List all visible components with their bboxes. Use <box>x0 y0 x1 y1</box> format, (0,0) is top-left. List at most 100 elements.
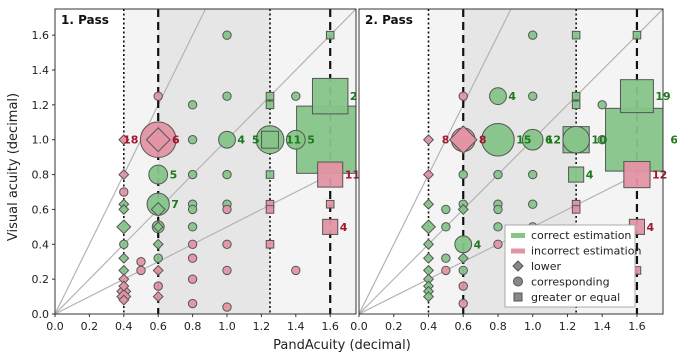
x-tick-label: 0.8 <box>184 320 202 333</box>
y-axis-label: Visual acuity (decimal) <box>6 93 21 241</box>
x-tick-label: 0.2 <box>385 320 403 333</box>
y-ticks: 0.0 0.2 0.4 0.6 0.8 1.0 1.2 1.4 1.6 <box>32 29 55 321</box>
count-label: 69 <box>670 134 677 147</box>
diagonal-line <box>359 9 512 314</box>
circle-marker <box>218 130 236 149</box>
count-label: 5 <box>252 134 260 147</box>
circle-marker <box>187 100 198 110</box>
count-label: 4 <box>647 221 655 234</box>
panel-title: 1. Pass <box>61 13 109 27</box>
plot-frame <box>358 8 664 315</box>
circle-marker <box>222 91 232 101</box>
x-tick-label: 1.2 <box>559 320 577 333</box>
diagonal-line <box>55 160 356 314</box>
circle-marker <box>187 222 198 232</box>
legend-label-lower: lower <box>531 260 562 273</box>
legend-label-correct: correct estimation <box>531 229 631 242</box>
diamond-marker <box>118 169 130 181</box>
count-label: 4 <box>340 221 348 234</box>
count-label: 4 <box>508 90 516 103</box>
circle-marker <box>187 169 198 180</box>
circle-marker <box>187 239 198 249</box>
circle-marker <box>285 129 306 150</box>
legend-circle-marker <box>513 276 523 287</box>
circle-marker <box>222 239 232 249</box>
x-ticks: 0.0 0.2 0.4 0.6 0.8 1.0 1.2 1.4 1.6 <box>46 314 339 333</box>
diamond-marker <box>422 134 435 146</box>
circle-marker <box>291 91 301 101</box>
y-tick-label: 1.2 <box>32 99 50 112</box>
diamond-marker <box>118 134 130 146</box>
diagonal-line <box>359 9 663 314</box>
square-marker <box>325 30 335 40</box>
square-marker <box>623 160 651 189</box>
circle-marker <box>441 204 451 215</box>
circle-marker <box>481 122 515 157</box>
circle-marker <box>597 100 607 110</box>
circle-marker <box>153 91 163 101</box>
x-tick-label: 0.4 <box>115 320 133 333</box>
legend-label-greater: greater or equal <box>531 291 620 304</box>
circle-marker <box>458 281 468 291</box>
diamond-marker <box>152 238 164 250</box>
circle-marker <box>148 164 169 185</box>
diamond-marker <box>420 219 437 235</box>
square-marker <box>311 77 349 115</box>
x-tick-label: 1.2 <box>253 320 271 333</box>
count-label: 11 <box>345 169 360 182</box>
square-marker <box>265 91 275 101</box>
legend-box <box>504 224 636 308</box>
square-marker <box>265 100 275 110</box>
diamond-marker <box>118 294 130 306</box>
circle-marker <box>493 222 503 232</box>
diamond-marker <box>457 252 469 264</box>
diagonal-line <box>55 9 356 314</box>
x-tick-label: 0.0 <box>46 320 64 333</box>
circle-marker <box>119 239 129 249</box>
count-label: 4 <box>586 169 594 182</box>
circle-marker <box>187 204 198 215</box>
legend: correct estimation incorrect estimation lo… <box>504 224 641 308</box>
circle-marker <box>489 87 507 106</box>
square-marker <box>265 240 275 249</box>
diamond-marker <box>152 291 164 303</box>
x-tick-label: 1.0 <box>218 320 236 333</box>
y-tick-label: 1.6 <box>32 29 50 42</box>
diamond-marker <box>422 169 435 181</box>
diamond-marker <box>116 219 132 235</box>
circle-marker <box>222 302 232 312</box>
square-marker <box>325 199 335 209</box>
square-marker <box>619 79 654 114</box>
circle-marker <box>458 91 468 101</box>
diamond-marker <box>422 252 435 264</box>
y-tick-label: 1.0 <box>32 134 50 147</box>
circle-marker <box>222 169 232 180</box>
shaded-band <box>158 9 270 314</box>
panel-1: 186574511522791141. Pass0.00.20.40.60.81… <box>32 8 381 333</box>
count-label: 18 <box>123 134 138 147</box>
circle-marker <box>493 204 503 215</box>
diagonal-line <box>55 9 207 314</box>
legend-incorrect-swatch <box>511 248 525 254</box>
y-tick-label: 0.8 <box>32 169 50 182</box>
count-label: 7 <box>171 198 179 211</box>
x-tick-label: 0.2 <box>81 320 99 333</box>
circle-marker <box>493 169 503 180</box>
y-tick-label: 0.0 <box>32 308 50 321</box>
circle-marker <box>458 298 468 309</box>
x-tick-label: 1.6 <box>321 320 339 333</box>
x-tick-label: 0.0 <box>350 320 368 333</box>
x-tick-label: 1.0 <box>524 320 542 333</box>
square-marker <box>322 218 339 235</box>
circle-marker <box>528 91 538 101</box>
diamond-marker <box>145 127 171 153</box>
circle-marker <box>222 204 232 215</box>
circle-marker <box>597 135 607 145</box>
count-label: 8 <box>442 134 450 147</box>
circle-marker <box>562 125 590 154</box>
circle-marker <box>187 274 198 284</box>
count-label: 15 <box>516 134 531 147</box>
count-label: 6 <box>172 134 180 147</box>
diamond-marker <box>118 252 130 264</box>
